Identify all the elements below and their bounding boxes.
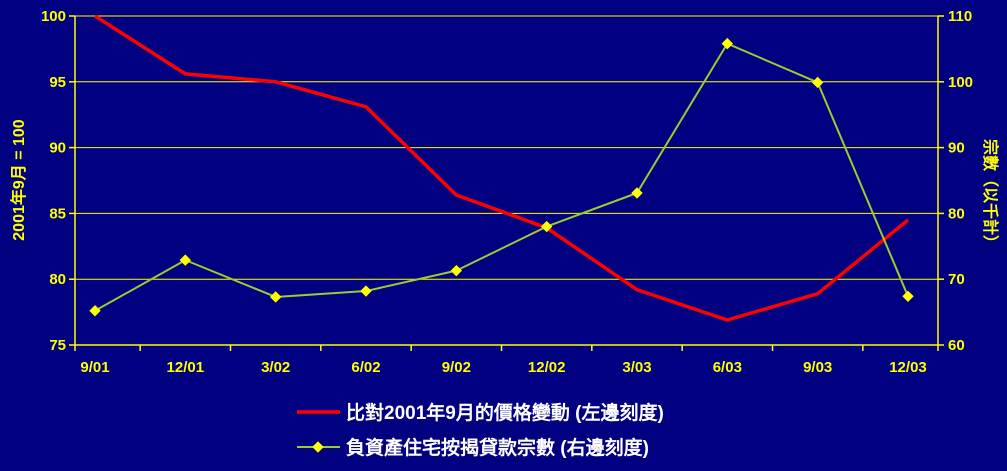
x-tick-label: 3/02	[261, 359, 290, 376]
data-point-negative-equity	[721, 37, 734, 50]
tick-labels: 75 80 85 90 95 100 60 70 80 90 100 110 9/01 12/01 3/02…	[41, 8, 973, 376]
y-left-tick-label: 75	[49, 337, 66, 354]
data-point-negative-equity	[811, 76, 824, 89]
legend: 比對2001年9月的價格變動 (左邊刻度) 負資產住宅按揭貸款宗數 (右邊刻度)	[297, 401, 664, 459]
gridlines	[75, 15, 938, 280]
y-axis-right-title: 宗數（以千計）	[981, 139, 1000, 251]
y-right-tick-label: 100	[948, 74, 973, 91]
data-point-negative-equity	[902, 290, 914, 303]
y-right-tick-label: 80	[948, 205, 965, 222]
y-left-tick-label: 85	[49, 205, 66, 222]
y-left-tick-label: 100	[41, 8, 66, 25]
y-axis-left-title: 2001年9月 = 100	[9, 119, 28, 241]
y-right-tick-label: 90	[948, 140, 965, 157]
y-right-tick-label: 70	[948, 271, 965, 288]
x-tick-label: 9/02	[442, 359, 471, 376]
y-right-tick-label: 110	[948, 8, 972, 25]
x-tick-label: 12/03	[889, 359, 927, 376]
y-right-tick-label: 60	[948, 337, 965, 354]
x-tick-label: 6/03	[713, 359, 742, 376]
x-tick-label: 12/02	[528, 359, 566, 376]
y-left-tick-label: 95	[49, 74, 66, 91]
data-point-negative-equity	[269, 291, 282, 303]
legend-label-negative-equity: 負資產住宅按揭貸款宗數 (右邊刻度)	[346, 436, 649, 459]
x-tick-label: 3/03	[622, 359, 651, 376]
axes	[69, 15, 944, 351]
series-line-negative-equity	[94, 42, 909, 312]
series	[89, 14, 914, 322]
data-point-negative-equity	[360, 285, 372, 297]
series-line-price-change	[94, 14, 910, 322]
y-left-tick-label: 90	[49, 140, 66, 157]
x-tick-label: 9/03	[803, 359, 832, 376]
data-point-negative-equity	[89, 305, 101, 317]
data-point-negative-equity	[179, 254, 192, 266]
legend-label-price-change: 比對2001年9月的價格變動 (左邊刻度)	[346, 401, 664, 424]
data-point-negative-equity	[540, 220, 553, 233]
y-left-tick-label: 80	[49, 271, 66, 288]
data-point-negative-equity	[631, 187, 643, 199]
data-point-negative-equity	[450, 264, 463, 277]
legend-marker-diamond	[312, 441, 324, 453]
x-tick-label: 12/01	[167, 359, 205, 376]
x-tick-label: 9/01	[80, 359, 109, 376]
x-tick-label: 6/02	[351, 359, 380, 376]
